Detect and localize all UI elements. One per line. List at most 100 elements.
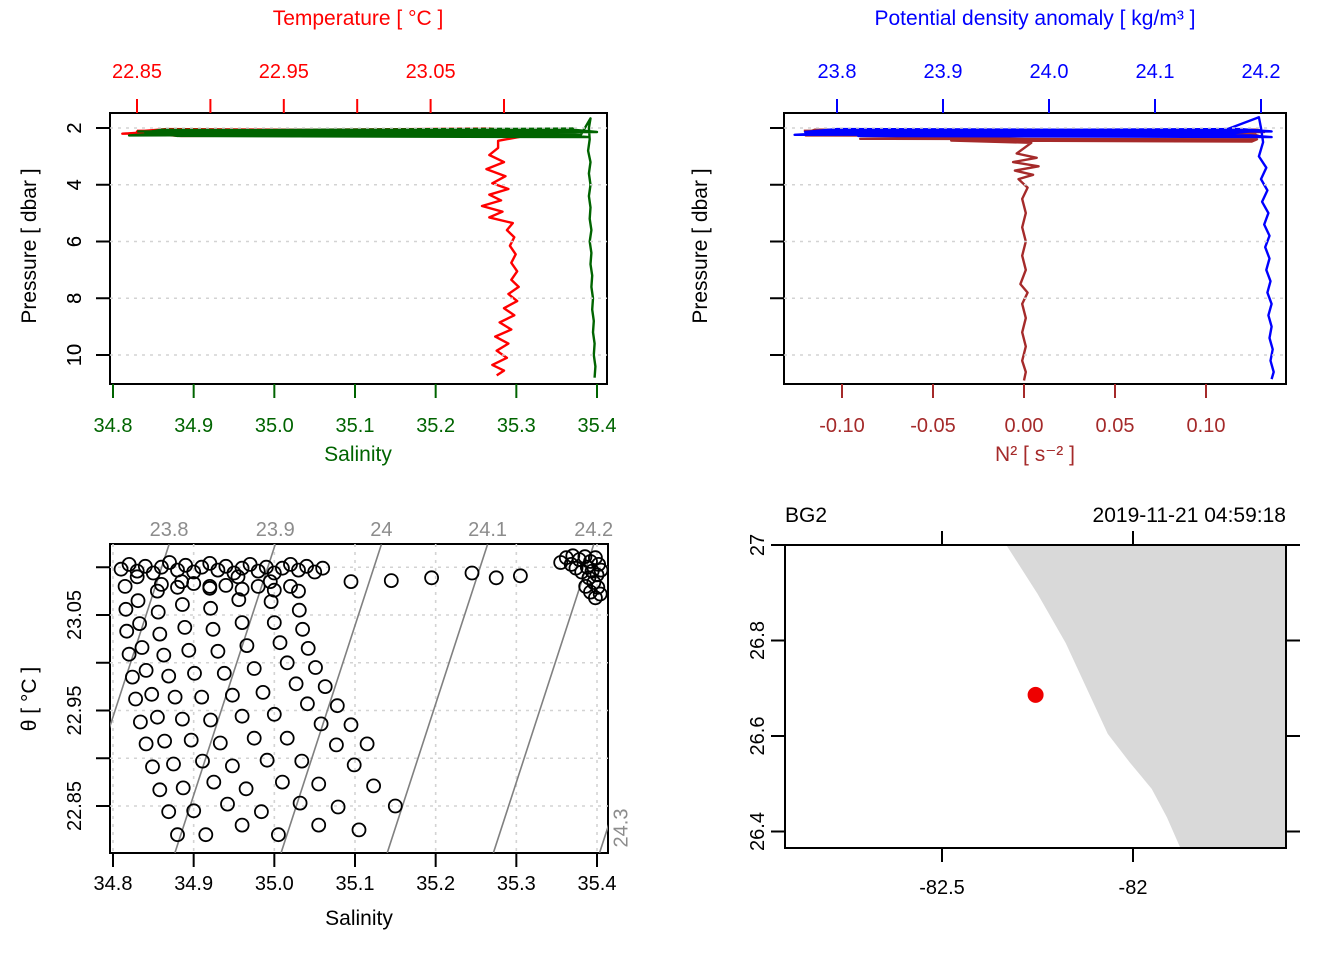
ts-point bbox=[328, 737, 344, 753]
isopycnal-line bbox=[598, 824, 608, 853]
svg-text:34.8: 34.8 bbox=[94, 873, 133, 895]
theta-axis-title: θ [ °C ] bbox=[18, 666, 41, 732]
svg-text:4: 4 bbox=[64, 179, 86, 190]
density-axis-title: Potential density anomaly [ kg/m³ ] bbox=[874, 7, 1196, 30]
ts-point bbox=[464, 565, 480, 581]
ts-point bbox=[343, 574, 359, 589]
ts-point bbox=[170, 579, 185, 595]
svg-text:-0.05: -0.05 bbox=[910, 415, 956, 437]
ts-point bbox=[291, 602, 307, 618]
svg-text:22.85: 22.85 bbox=[112, 61, 162, 83]
ts-point bbox=[129, 569, 145, 585]
ts-point bbox=[153, 577, 169, 592]
ts-point bbox=[584, 563, 600, 579]
panel-profile-temperature-salinity bbox=[109, 112, 608, 385]
station-marker bbox=[1027, 686, 1044, 703]
svg-text:2: 2 bbox=[64, 122, 86, 133]
ts-point bbox=[250, 563, 266, 579]
p1-axes: 22.85 22.95 23.05 34.8 34.9 35.0 35.1 35.2 35.3 3… bbox=[64, 61, 616, 437]
salinity-profile-line bbox=[127, 117, 599, 378]
ts-point bbox=[134, 640, 150, 655]
panel-profile-density-n2 bbox=[783, 112, 1287, 385]
ts-point bbox=[202, 580, 218, 596]
svg-text:0.05: 0.05 bbox=[1096, 415, 1135, 437]
ts-point bbox=[359, 736, 375, 752]
ts-point bbox=[246, 730, 262, 746]
svg-text:26.6: 26.6 bbox=[747, 717, 769, 756]
ts-point bbox=[317, 679, 333, 694]
ts-point bbox=[238, 781, 254, 797]
svg-text:34.9: 34.9 bbox=[174, 873, 213, 895]
ts-point bbox=[307, 564, 323, 580]
ts-point bbox=[167, 689, 183, 705]
ts-point bbox=[202, 556, 218, 571]
ts-point bbox=[205, 621, 221, 637]
p2-grid bbox=[784, 127, 1286, 356]
ts-scatter-points bbox=[113, 548, 608, 843]
ts-point bbox=[132, 616, 148, 631]
ts-point bbox=[315, 560, 331, 576]
ts-point bbox=[194, 559, 210, 575]
ts-point bbox=[156, 647, 172, 663]
map-station-label: BG2 bbox=[785, 504, 828, 527]
density-profile-line bbox=[793, 116, 1275, 380]
svg-text:35.3: 35.3 bbox=[497, 415, 536, 437]
ts-point bbox=[274, 774, 290, 790]
ts-point bbox=[259, 752, 275, 768]
panel-station-map bbox=[784, 544, 1287, 849]
ts-point bbox=[291, 562, 306, 578]
svg-text:23.05: 23.05 bbox=[406, 61, 456, 83]
ts-point bbox=[563, 557, 579, 572]
svg-text:8: 8 bbox=[64, 293, 86, 304]
ts-point bbox=[246, 661, 262, 676]
ts-point bbox=[488, 570, 504, 586]
ts-point bbox=[117, 579, 133, 594]
ts-point bbox=[588, 550, 603, 566]
p1-grid bbox=[110, 127, 607, 356]
svg-text:35.2: 35.2 bbox=[416, 415, 455, 437]
pressure-axis-title-left: Pressure [ dbar ] bbox=[18, 168, 41, 324]
ts-point bbox=[186, 576, 202, 591]
ts-point bbox=[279, 655, 295, 671]
n2-profile-line bbox=[803, 128, 1266, 381]
svg-text:0.10: 0.10 bbox=[1187, 415, 1226, 437]
ts-point bbox=[220, 796, 235, 812]
p3-grid bbox=[110, 544, 608, 853]
ts-point bbox=[216, 665, 232, 681]
svg-text:10: 10 bbox=[64, 344, 86, 366]
svg-text:8: 8 bbox=[64, 293, 86, 304]
ts-point bbox=[118, 601, 134, 617]
svg-text:-82: -82 bbox=[1119, 877, 1148, 899]
svg-text:26.4: 26.4 bbox=[747, 812, 769, 851]
ts-point bbox=[124, 669, 140, 685]
ts-point bbox=[195, 753, 210, 769]
svg-text:24.0: 24.0 bbox=[1030, 61, 1069, 83]
ts-point bbox=[586, 575, 602, 590]
ts-point bbox=[313, 716, 329, 732]
ts-point bbox=[272, 635, 288, 651]
svg-text:26.8: 26.8 bbox=[747, 621, 769, 660]
svg-text:35.1: 35.1 bbox=[336, 415, 375, 437]
ts-point bbox=[283, 579, 298, 594]
pressure-axis-title-right: Pressure [ dbar ] bbox=[689, 168, 712, 324]
ts-point bbox=[187, 665, 202, 681]
ts-point bbox=[343, 717, 359, 733]
ts-point bbox=[568, 560, 584, 576]
ts-point bbox=[266, 706, 282, 722]
ts-point bbox=[424, 570, 440, 586]
svg-text:2: 2 bbox=[64, 122, 86, 133]
ts-point bbox=[138, 736, 154, 752]
ts-point bbox=[177, 620, 193, 635]
ts-point bbox=[581, 570, 597, 586]
svg-text:35.0: 35.0 bbox=[255, 873, 294, 895]
svg-text:35.4: 35.4 bbox=[578, 415, 617, 437]
ts-point bbox=[291, 583, 306, 599]
svg-text:0.00: 0.00 bbox=[1005, 415, 1044, 437]
ts-point bbox=[351, 822, 367, 838]
svg-text:35.0: 35.0 bbox=[255, 415, 294, 437]
isopycnal-line bbox=[492, 544, 595, 853]
isopycnal-line bbox=[174, 544, 277, 853]
ts-point bbox=[239, 638, 255, 653]
ts-point bbox=[288, 676, 304, 692]
